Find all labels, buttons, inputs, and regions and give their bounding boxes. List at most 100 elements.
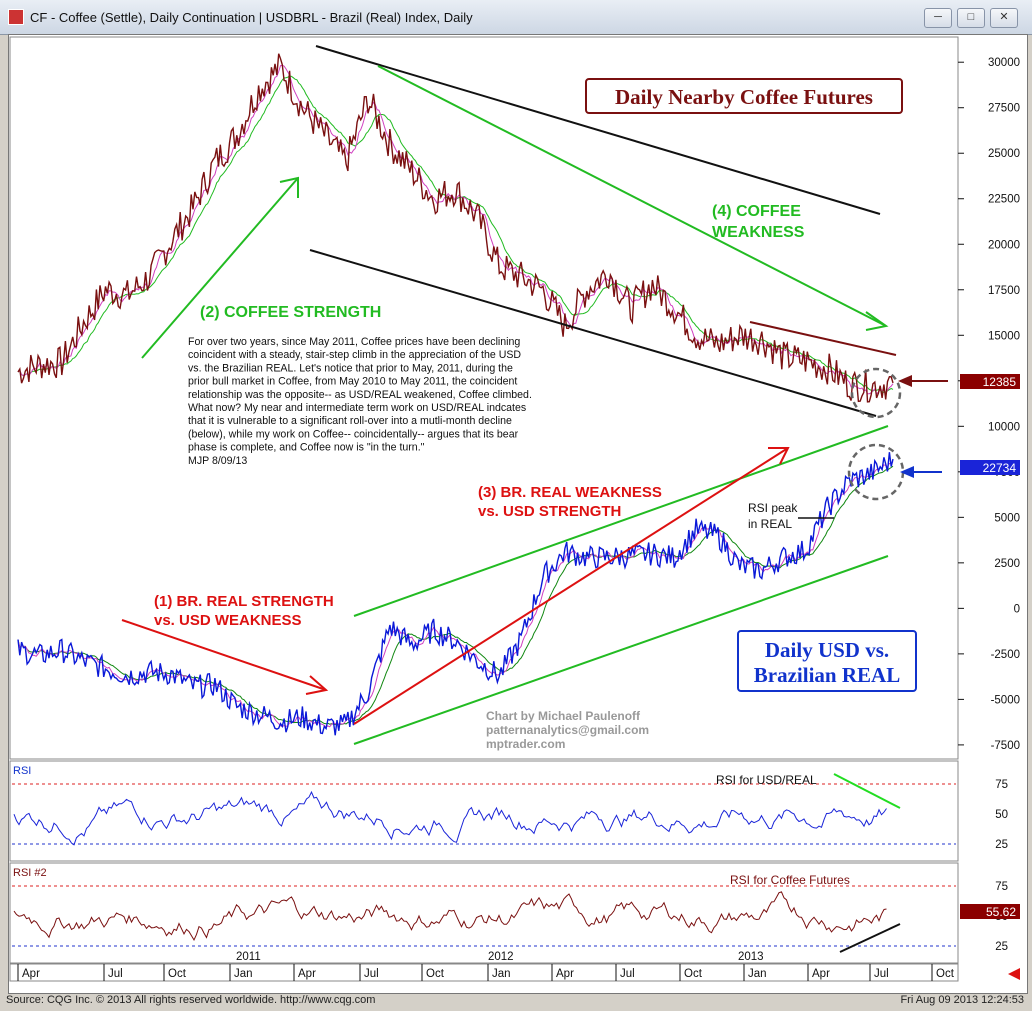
time-axis-labels: Apr Jul Oct Jan Apr Jul Oct Jan Apr Jul Oct Jan Apr J… bbox=[17, 951, 955, 981]
usd-title-1: Daily USD vs. bbox=[765, 638, 889, 662]
real-weakness-label-1: (3) BR. REAL WEAKNESS bbox=[478, 484, 662, 501]
time-axis-label: Oct bbox=[426, 968, 445, 980]
real-strength-arrow-line bbox=[121, 619, 327, 691]
price-axis-label: 22500 bbox=[988, 194, 1020, 206]
coffee-series-line bbox=[17, 53, 894, 403]
real-strength-label-1: (1) BR. REAL STRENGTH bbox=[154, 593, 334, 610]
rsi-coffee-label: RSI for Coffee Futures bbox=[730, 873, 850, 887]
time-axis-label: Jul bbox=[108, 968, 123, 980]
time-axis-label: Jul bbox=[874, 968, 889, 980]
footer-source: Source: CQG Inc. © 2013 All rights reser… bbox=[6, 994, 376, 1006]
price-axis-label: 5000 bbox=[994, 512, 1020, 524]
coffee-weakness-arrow-line bbox=[377, 65, 887, 327]
coffee-lower-channel-line bbox=[309, 249, 877, 417]
chart-frame bbox=[8, 34, 1028, 994]
rsi2-last-value: 55.62 bbox=[986, 905, 1016, 919]
price-axis-label: -2500 bbox=[991, 649, 1020, 661]
rsi2-panel bbox=[9, 862, 959, 964]
time-axis-label: Jan bbox=[492, 968, 511, 980]
credit-line-1: Chart by Michael Paulenoff bbox=[486, 709, 641, 723]
time-axis-label: Oct bbox=[684, 968, 703, 980]
coffee-strength-label: (2) COFFEE STRENGTH bbox=[200, 304, 381, 321]
year-label: 2011 bbox=[236, 951, 261, 963]
price-axis: 3000027500250002250020000175001500012500… bbox=[958, 57, 1020, 752]
usd-highlight-circle bbox=[847, 443, 905, 501]
rsi2-series bbox=[13, 891, 887, 941]
real-strength-label-2: vs. USD WEAKNESS bbox=[154, 612, 302, 629]
rsi-line bbox=[13, 891, 887, 941]
time-axis-label: Apr bbox=[556, 968, 574, 980]
time-axis-label: Jul bbox=[364, 968, 379, 980]
rsi-axis-label: 25 bbox=[995, 941, 1008, 953]
rsi-series bbox=[13, 790, 887, 846]
coffee-last-value: 12385 bbox=[983, 375, 1017, 389]
commentary-line: coincident with a steady, stair-step cli… bbox=[188, 349, 521, 361]
real-weakness-arrowhead bbox=[768, 447, 790, 465]
coffee-pointer-head bbox=[898, 375, 912, 387]
coffee-upper-channel-line bbox=[315, 45, 881, 215]
price-axis-label: 15000 bbox=[988, 330, 1020, 342]
coffee-strength-arrowhead bbox=[279, 176, 299, 198]
real-weakness-label-2: vs. USD STRENGTH bbox=[478, 503, 621, 520]
year-label: 2013 bbox=[738, 951, 764, 963]
usd-lower-channel-line bbox=[353, 555, 889, 745]
usd-title-2: Brazilian REAL bbox=[754, 663, 900, 687]
price-axis-label: 30000 bbox=[988, 57, 1020, 69]
rsi-peak-label-1: RSI peak bbox=[748, 501, 798, 515]
price-axis-label: 10000 bbox=[988, 421, 1020, 433]
chart-canvas: 3000027500250002250020000175001500012500… bbox=[9, 36, 1020, 982]
time-axis-label: Jan bbox=[748, 968, 767, 980]
time-axis-label: Apr bbox=[812, 968, 830, 980]
price-axis-label: 17500 bbox=[988, 285, 1020, 297]
real-weakness-arrow-line bbox=[353, 447, 789, 725]
time-axis-label: Oct bbox=[936, 968, 955, 980]
commentary-line: What now? My near and intermediate term … bbox=[188, 402, 526, 414]
rsi-axis-label: 25 bbox=[995, 839, 1008, 851]
time-axis-label: Oct bbox=[168, 968, 187, 980]
credit-line-2: patternanalytics@gmail.com bbox=[486, 723, 649, 737]
rsi-line bbox=[13, 790, 887, 846]
usd-upper-channel-line bbox=[353, 425, 889, 617]
rsi-axis-label: 75 bbox=[995, 881, 1008, 893]
window-title: CF - Coffee (Settle), Daily Continuation… bbox=[30, 10, 473, 25]
app-icon bbox=[8, 9, 24, 25]
rsi-axis-label: 50 bbox=[995, 809, 1008, 821]
minimize-button[interactable]: ─ bbox=[924, 8, 952, 28]
credit-line-3: mptrader.com bbox=[486, 737, 565, 751]
price-axis-label: -5000 bbox=[991, 694, 1020, 706]
rsi-coffee-trend-line bbox=[839, 923, 901, 953]
commentary-line: phase is complete, and Coffee now is "in… bbox=[188, 442, 425, 454]
time-axis bbox=[9, 963, 959, 982]
trend-lines bbox=[121, 45, 948, 745]
commentary-line: prior bull market in Coffee, from May 20… bbox=[188, 376, 517, 388]
rsi-title: RSI bbox=[13, 765, 31, 777]
usd-pointer-head bbox=[900, 466, 914, 478]
coffee-last-tag bbox=[960, 374, 1020, 389]
coffee-downtrend-line bbox=[749, 321, 897, 356]
commentary-line: MJP 8/09/13 bbox=[188, 455, 247, 467]
window-titlebar: CF - Coffee (Settle), Daily Continuation… bbox=[0, 0, 1032, 35]
close-button[interactable]: ✕ bbox=[990, 8, 1018, 28]
year-label: 2012 bbox=[488, 951, 514, 963]
footer-timestamp: Fri Aug 09 2013 12:24:53 bbox=[900, 994, 1024, 1006]
usd-last-tag bbox=[960, 460, 1020, 475]
commentary-line: (below), while my work on Coffee-- coinc… bbox=[188, 428, 519, 440]
price-axis-label: 0 bbox=[1014, 603, 1020, 615]
scroll-left-icon[interactable] bbox=[1008, 968, 1020, 980]
coffee-title: Daily Nearby Coffee Futures bbox=[615, 85, 873, 109]
price-series bbox=[17, 53, 894, 736]
commentary-line: relationship was the opposite-- as USD/R… bbox=[188, 389, 532, 401]
coffee-title-box bbox=[585, 78, 903, 114]
price-panel bbox=[9, 36, 959, 760]
price-axis-label: 27500 bbox=[988, 103, 1020, 115]
price-axis-label: 20000 bbox=[988, 239, 1020, 251]
commentary-line: that it is vulnerable to a significant r… bbox=[188, 415, 512, 427]
maximize-button[interactable]: □ bbox=[957, 8, 985, 28]
time-axis-label: Apr bbox=[298, 968, 316, 980]
rsi2-last-tag bbox=[960, 904, 1020, 919]
price-axis-label: 2500 bbox=[994, 558, 1020, 570]
rsi-usd-label: RSI for USD/REAL bbox=[716, 773, 817, 787]
rsi-peak-label-2: in REAL bbox=[748, 517, 792, 531]
price-axis-label: 25000 bbox=[988, 148, 1020, 160]
